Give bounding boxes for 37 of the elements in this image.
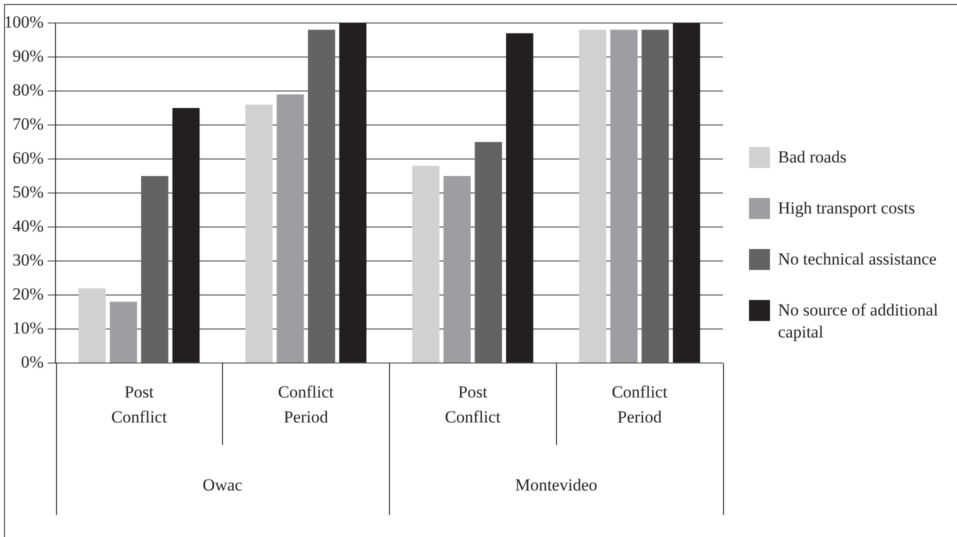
- x-tick-label: Conflict Period: [278, 382, 334, 426]
- text: Montevideo: [515, 475, 598, 494]
- y-tick-label: 50%: [12, 182, 44, 202]
- y-tick-label: 20%: [12, 284, 44, 304]
- legend-label: No technical assistance: [778, 249, 937, 268]
- bar: [110, 302, 138, 362]
- bar: [172, 108, 200, 362]
- bar: [141, 176, 168, 362]
- y-tick-label: 100%: [4, 12, 44, 32]
- y-tick-label: 10%: [12, 318, 44, 338]
- bar: [339, 23, 366, 362]
- bar: [642, 30, 669, 362]
- y-tick-label: 70%: [12, 114, 44, 134]
- bar: [579, 30, 606, 362]
- y-tick-label: 60%: [12, 148, 44, 168]
- bar: [308, 30, 336, 362]
- bar: [412, 166, 440, 362]
- bar: [506, 33, 534, 362]
- bar: [474, 142, 502, 362]
- y-tick-label: 90%: [12, 46, 44, 66]
- text: Owac: [202, 475, 243, 494]
- bar: [245, 104, 273, 362]
- legend-label: High transport costs: [778, 198, 915, 218]
- bar: [276, 94, 304, 362]
- legend-label: No source of additional capital: [778, 300, 938, 342]
- bar: [672, 23, 700, 362]
- bar: [78, 288, 106, 362]
- x-tick-label: Conflict Period: [612, 382, 668, 426]
- bar: [444, 176, 471, 362]
- y-tick-label: 0%: [20, 352, 44, 372]
- y-tick-label: 40%: [12, 216, 44, 236]
- y-tick-label: 80%: [12, 80, 44, 100]
- y-tick-label: 30%: [12, 250, 44, 270]
- legend-label: Bad roads: [778, 147, 846, 166]
- bar: [610, 30, 638, 362]
- x-tick-label: Post Conflict: [111, 382, 168, 426]
- x-tick-label: Post Conflict: [444, 382, 501, 426]
